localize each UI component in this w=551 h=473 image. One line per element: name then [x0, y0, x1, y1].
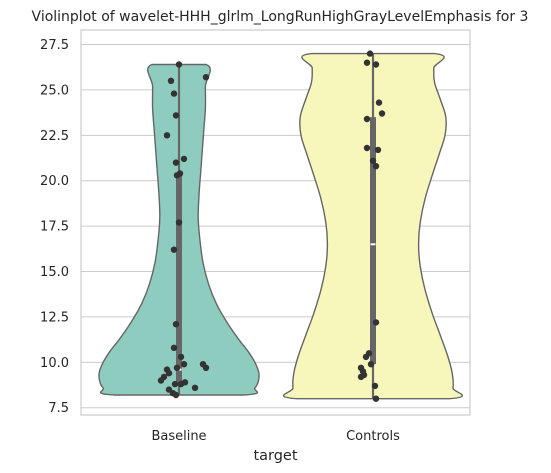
data-point: [177, 353, 185, 361]
y-tick-label: 7.5: [48, 401, 69, 416]
y-tick-label: 15.0: [40, 265, 69, 280]
data-point: [172, 321, 180, 328]
data-point: [170, 344, 178, 351]
iqr-box-baseline: [176, 173, 182, 383]
data-point: [369, 157, 377, 164]
y-tick-label: 17.5: [40, 220, 69, 235]
y-tick-label: 20.0: [40, 174, 69, 189]
data-point: [378, 110, 386, 117]
data-point: [173, 172, 181, 179]
inner-boxes: [176, 53, 376, 399]
tick-labels: 7.5 10.0 12.5 15.0 17.5 20.0 22.5 25.0 27.5 Basel…: [40, 38, 400, 444]
x-axis-label: target: [253, 448, 297, 464]
data-point: [202, 74, 210, 81]
y-tick-label: 12.5: [40, 310, 69, 325]
data-point: [177, 380, 185, 388]
iqr-box-controls: [370, 117, 376, 365]
data-point: [371, 382, 379, 390]
data-point: [171, 380, 179, 388]
data-point: [366, 50, 374, 57]
y-tick-label: 27.5: [40, 38, 69, 53]
data-point: [191, 384, 199, 391]
data-point: [374, 146, 382, 154]
x-tick-label: Controls: [346, 429, 400, 444]
data-point: [375, 99, 383, 106]
data-point: [173, 364, 181, 371]
data-point: [357, 373, 365, 381]
data-point: [170, 246, 178, 253]
strip-points: [157, 50, 386, 402]
data-point: [363, 115, 371, 123]
data-point: [180, 155, 188, 163]
data-point: [362, 353, 370, 361]
data-point: [372, 163, 380, 170]
data-point: [372, 395, 380, 402]
plot-frame: [80, 29, 471, 416]
data-point: [202, 364, 210, 371]
data-point: [367, 361, 375, 368]
median-marker-controls: [370, 243, 376, 246]
data-point: [175, 219, 183, 226]
data-point: [172, 391, 180, 399]
data-point: [372, 61, 380, 68]
data-point: [163, 132, 171, 139]
chart-title: Violinplot of wavelet-HHH_glrlm_LongRunH…: [32, 9, 529, 25]
data-point: [167, 77, 175, 85]
y-tick-label: 22.5: [40, 129, 69, 144]
data-point: [175, 61, 183, 68]
data-point: [165, 370, 173, 377]
data-point: [172, 112, 180, 119]
y-tick-label: 10.0: [40, 356, 69, 371]
data-point: [172, 159, 180, 166]
data-point: [363, 59, 371, 66]
data-point: [180, 361, 188, 368]
data-point: [157, 377, 165, 384]
y-tick-label: 25.0: [40, 83, 69, 98]
data-point: [372, 319, 380, 326]
data-point: [363, 144, 371, 152]
x-tick-label: Baseline: [151, 429, 206, 444]
data-point: [170, 90, 178, 97]
